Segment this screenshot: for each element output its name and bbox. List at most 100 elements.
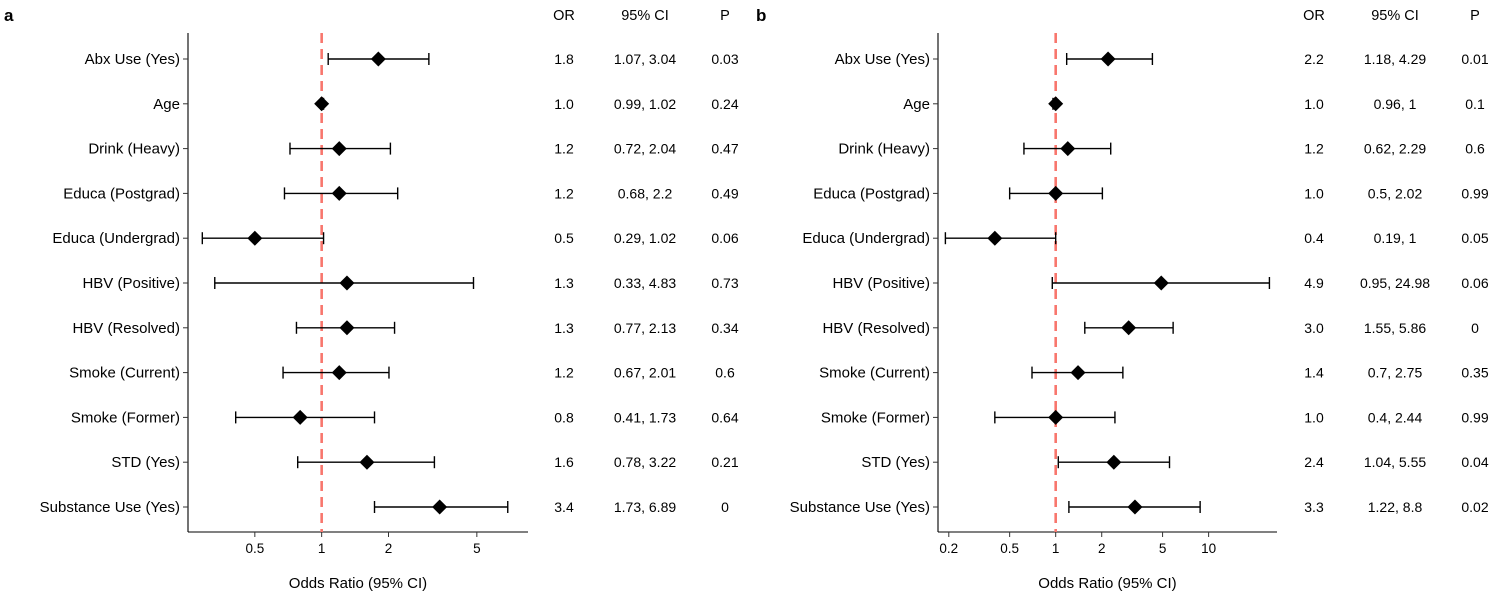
panel-b-row-label: Educa (Postgrad)	[813, 185, 930, 202]
panel-a-or-point	[331, 365, 347, 381]
panel-b-or-point	[1048, 185, 1064, 201]
panel-b-row-label: Smoke (Former)	[821, 409, 930, 426]
panel-a-label: a	[4, 6, 14, 25]
panel-a-or-point	[432, 499, 448, 515]
panel-b-p-value: 0.01	[1461, 51, 1488, 67]
panel-a-row-label: Substance Use (Yes)	[40, 499, 180, 516]
panel-a-ci-value: 0.68, 2.2	[618, 185, 673, 201]
panel-b-p-value: 0.35	[1461, 365, 1488, 381]
panel-a-or-point	[359, 454, 375, 470]
panel-a-x-tick-label: 0.5	[245, 541, 264, 556]
panel-a-header-ci: 95% CI	[621, 8, 669, 24]
panel-b-ci-value: 0.5, 2.02	[1368, 185, 1423, 201]
panel-a-or-value: 1.6	[554, 454, 574, 470]
panel-b-or-value: 2.4	[1304, 454, 1324, 470]
panel-a-p-value: 0.49	[711, 185, 738, 201]
panel-a-or-value: 3.4	[554, 499, 574, 515]
panel-a-header-or: OR	[553, 8, 575, 24]
panel-a-row-label: Abx Use (Yes)	[85, 51, 180, 68]
panel-b-x-tick-label: 2	[1098, 541, 1106, 556]
panel-b-or-value: 0.4	[1304, 230, 1324, 246]
panel-a-ci-value: 0.67, 2.01	[614, 365, 676, 381]
panel-b-p-value: 0.04	[1461, 454, 1488, 470]
panel-a-ci-value: 0.99, 1.02	[614, 96, 676, 112]
panel-a-row-label: Educa (Postgrad)	[63, 185, 180, 202]
panel-b-header-or: OR	[1303, 8, 1325, 24]
panel-a-ci-value: 0.78, 3.22	[614, 454, 676, 470]
panel-a-or-point	[331, 185, 347, 201]
panel-b-ci-value: 1.22, 8.8	[1368, 499, 1423, 515]
panel-b-p-value: 0	[1471, 320, 1479, 336]
panel-b-p-value: 0.05	[1461, 230, 1488, 246]
panel-a-ci-value: 0.77, 2.13	[614, 320, 676, 336]
panel-a-p-value: 0.6	[715, 365, 735, 381]
panel-b-p-value: 0.1	[1465, 96, 1485, 112]
panel-a-row-label: Age	[153, 96, 180, 113]
panel-b-p-value: 0.6	[1465, 141, 1485, 157]
panel-a-row-label: STD (Yes)	[111, 454, 180, 471]
panel-a-or-value: 1.8	[554, 51, 574, 67]
panel-b-ci-value: 0.95, 24.98	[1360, 275, 1430, 291]
panel-a-x-tick-label: 2	[385, 541, 393, 556]
panel-b-or-point	[1121, 320, 1137, 336]
panel-b-x-tick-label: 1	[1052, 541, 1060, 556]
panel-b-or-value: 1.2	[1304, 141, 1324, 157]
panel-a-or-value: 1.3	[554, 320, 574, 336]
panel-a-x-tick-label: 1	[318, 541, 326, 556]
panel-b-row-label: Educa (Undergrad)	[802, 230, 930, 247]
panel-a-row-label: Educa (Undergrad)	[52, 230, 180, 247]
panel-b-or-point	[1106, 454, 1122, 470]
panel-a-or-value: 1.2	[554, 185, 574, 201]
panel-a-p-value: 0.73	[711, 275, 738, 291]
panel-a-p-value: 0	[721, 499, 729, 515]
panel-b-p-value: 0.02	[1461, 499, 1488, 515]
panel-a-x-tick-label: 5	[473, 541, 481, 556]
panel-b-row-label: Drink (Heavy)	[838, 141, 930, 158]
panel-b-or-value: 2.2	[1304, 51, 1324, 67]
panel-b-ci-value: 0.4, 2.44	[1368, 409, 1423, 425]
panel-b-label: b	[756, 6, 766, 25]
panel-b-or-value: 3.3	[1304, 499, 1324, 515]
panel-a-ci-value: 0.41, 1.73	[614, 409, 676, 425]
panel-b-or-point	[1048, 96, 1064, 112]
panel-a-ci-value: 0.72, 2.04	[614, 141, 676, 157]
panel-b-ci-value: 0.96, 1	[1374, 96, 1417, 112]
panel-b-x-tick-label: 10	[1201, 541, 1216, 556]
panel-b-x-tick-label: 5	[1159, 541, 1167, 556]
panel-a-p-value: 0.34	[711, 320, 738, 336]
panel-a-ci-value: 0.33, 4.83	[614, 275, 676, 291]
panel-a-or-value: 1.3	[554, 275, 574, 291]
panel-a-or-point	[247, 230, 263, 246]
panel-b-p-value: 0.06	[1461, 275, 1488, 291]
panel-b-header-p: P	[1470, 8, 1480, 24]
panel-b-row-label: Substance Use (Yes)	[790, 499, 930, 516]
panel-a-or-value: 1.2	[554, 365, 574, 381]
panel-a-p-value: 0.03	[711, 51, 738, 67]
panel-b-ci-value: 1.18, 4.29	[1364, 51, 1426, 67]
panel-a-or-value: 1.2	[554, 141, 574, 157]
panel-b-ci-value: 0.62, 2.29	[1364, 141, 1426, 157]
panel-b-p-value: 0.99	[1461, 409, 1488, 425]
panel-b-or-value: 3.0	[1304, 320, 1324, 336]
panel-b-or-value: 1.0	[1304, 409, 1324, 425]
panel-b-row-label: STD (Yes)	[861, 454, 930, 471]
panel-b-ci-value: 1.55, 5.86	[1364, 320, 1426, 336]
panel-b-row-label: HBV (Positive)	[832, 275, 930, 292]
panel-b-or-value: 1.0	[1304, 96, 1324, 112]
panel-b-row-label: HBV (Resolved)	[822, 320, 930, 337]
panel-a-p-value: 0.06	[711, 230, 738, 246]
panel-a-row-label: Drink (Heavy)	[88, 141, 180, 158]
panel-b-row-label: Age	[903, 96, 930, 113]
panel-a-or-point	[331, 141, 347, 157]
panel-b-row-label: Smoke (Current)	[819, 365, 930, 382]
panel-b-or-point	[987, 230, 1003, 246]
panel-b-ci-value: 0.7, 2.75	[1368, 365, 1423, 381]
panel-a-p-value: 0.24	[711, 96, 738, 112]
panel-b-or-point	[1070, 365, 1086, 381]
panel-a-or-point	[370, 51, 386, 67]
panel-a-or-value: 1.0	[554, 96, 574, 112]
panel-a-row-label: HBV (Positive)	[82, 275, 180, 292]
panel-a-or-value: 0.5	[554, 230, 574, 246]
panel-a-p-value: 0.21	[711, 454, 738, 470]
